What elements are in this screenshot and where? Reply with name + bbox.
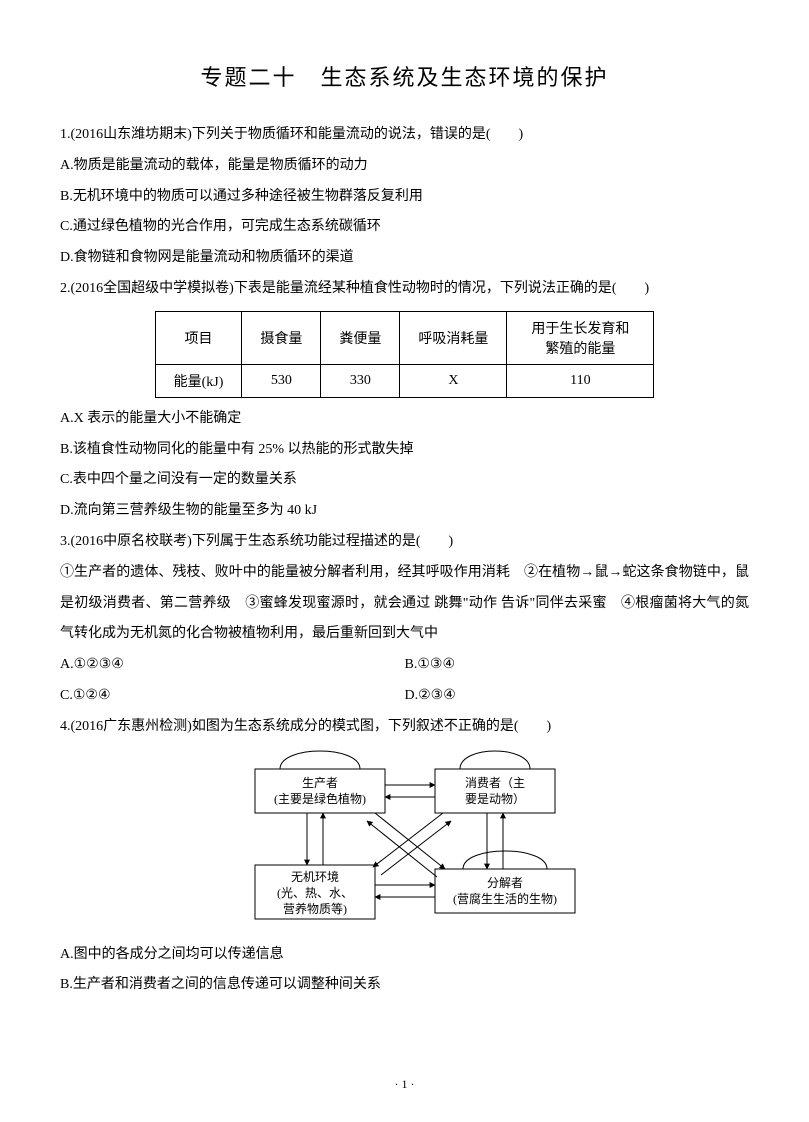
q2-table: 项目 摄食量 粪便量 呼吸消耗量 用于生长发育和繁殖的能量 能量(kJ) 530… <box>155 311 655 398</box>
q3-option-b: B.①③④ <box>405 650 750 681</box>
q1-option-d: D.食物链和食物网是能量流动和物质循环的渠道 <box>60 243 749 274</box>
table-cell: 能量(kJ) <box>155 364 242 397</box>
table-cell: 530 <box>242 364 321 397</box>
q4-option-b: B.生产者和消费者之间的信息传递可以调整种间关系 <box>60 970 749 1001</box>
node-consumer-line1: 消费者（主 <box>464 776 524 790</box>
table-row: 项目 摄食量 粪便量 呼吸消耗量 用于生长发育和繁殖的能量 <box>155 311 654 364</box>
page: 专题二十 生态系统及生态环境的保护 1.(2016山东潍坊期末)下列关于物质循环… <box>0 0 809 1122</box>
q3-options-row-1: A.①②③④ B.①③④ <box>60 650 749 681</box>
table-row: 能量(kJ) 530 330 X 110 <box>155 364 654 397</box>
q2-option-b: B.该植食性动物同化的能量中有 25% 以热能的形式散失掉 <box>60 435 749 466</box>
q1-option-b: B.无机环境中的物质可以通过多种途径被生物群落反复利用 <box>60 182 749 213</box>
arc-consumer <box>460 751 530 769</box>
page-title: 专题二十 生态系统及生态环境的保护 <box>60 60 749 92</box>
table-header-cell: 摄食量 <box>242 311 321 364</box>
edge-producer-decomposer-2 <box>367 821 437 877</box>
q3-body: ①生产者的遗体、残枝、败叶中的能量被分解者利用，经其呼吸作用消耗 ②在植物→鼠→… <box>60 558 749 650</box>
q1-option-a: A.物质是能量流动的载体，能量是物质循环的动力 <box>60 151 749 182</box>
q3-option-a: A.①②③④ <box>60 650 405 681</box>
edge-producer-decomposer-1 <box>375 813 445 869</box>
q4-option-a: A.图中的各成分之间均可以传递信息 <box>60 940 749 971</box>
q4-diagram-wrap: 生产者 (主要是绿色植物) 消费者（主 要是动物） 无机环境 (光、热、水、 营… <box>60 749 749 934</box>
q1-stem: 1.(2016山东潍坊期末)下列关于物质循环和能量流动的说法，错误的是( ) <box>60 120 749 151</box>
edge-consumer-abiotic-2 <box>381 821 451 875</box>
table-cell: 110 <box>507 364 654 397</box>
node-abiotic: 无机环境 (光、热、水、 营养物质等) <box>255 865 375 919</box>
node-consumer-line2: 要是动物） <box>464 792 524 806</box>
node-decomposer-line1: 分解者 <box>486 876 522 890</box>
q2-stem: 2.(2016全国超级中学模拟卷)下表是能量流经某种植食性动物时的情况，下列说法… <box>60 274 749 305</box>
node-abiotic-line1: 无机环境 <box>290 869 338 884</box>
q2-option-c: C.表中四个量之间没有一定的数量关系 <box>60 465 749 496</box>
table-cell: 330 <box>321 364 400 397</box>
q3-stem: 3.(2016中原名校联考)下列属于生态系统功能过程描述的是( ) <box>60 527 749 558</box>
node-consumer: 消费者（主 要是动物） <box>435 769 555 813</box>
node-abiotic-line2: (光、热、水、 <box>277 886 353 900</box>
table-header-cell: 呼吸消耗量 <box>400 311 507 364</box>
arc-producer <box>280 751 360 769</box>
table-cell: X <box>400 364 507 397</box>
q4-stem: 4.(2016广东惠州检测)如图为生态系统成分的模式图，下列叙述不正确的是( ) <box>60 712 749 743</box>
node-abiotic-line3: 营养物质等) <box>283 901 347 916</box>
node-decomposer-line2: (营腐生生活的生物) <box>453 891 557 906</box>
table-header-cell: 用于生长发育和繁殖的能量 <box>507 311 654 364</box>
q2-option-a: A.X 表示的能量大小不能确定 <box>60 404 749 435</box>
node-decomposer: 分解者 (营腐生生活的生物) <box>435 869 575 913</box>
q3-options-row-2: C.①②④ D.②③④ <box>60 681 749 712</box>
table-header-cell: 项目 <box>155 311 242 364</box>
page-number: · 1 · <box>0 1077 809 1092</box>
node-producer: 生产者 (主要是绿色植物) <box>255 769 385 813</box>
q2-option-d: D.流向第三营养级生物的能量至多为 40 kJ <box>60 496 749 527</box>
q1-option-c: C.通过绿色植物的光合作用，可完成生态系统碳循环 <box>60 212 749 243</box>
arc-decomposer <box>463 851 547 869</box>
node-producer-line1: 生产者 <box>301 776 337 790</box>
q4-diagram: 生产者 (主要是绿色植物) 消费者（主 要是动物） 无机环境 (光、热、水、 营… <box>225 749 585 929</box>
table-header-cell: 粪便量 <box>321 311 400 364</box>
q3-option-d: D.②③④ <box>405 681 750 712</box>
q3-option-c: C.①②④ <box>60 681 405 712</box>
node-producer-line2: (主要是绿色植物) <box>274 791 366 806</box>
